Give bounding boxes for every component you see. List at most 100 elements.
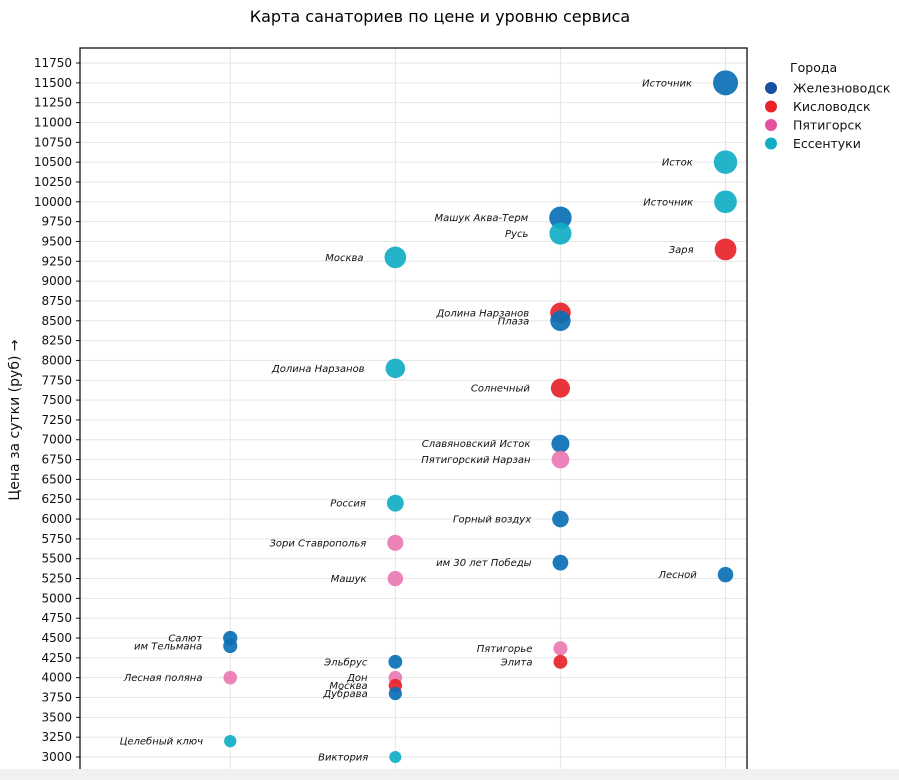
point-label: Лесной [657,570,697,581]
plot-frame [79,47,748,780]
legend-entry: Ессентуки [793,136,861,151]
data-point [387,534,404,551]
chart-title: Карта санаториев по цене и уровню сервис… [250,7,630,26]
point-label: Москва [325,253,363,264]
data-point [550,378,570,398]
y-tick-label: 11000 [34,115,72,129]
y-tick-label: 8750 [41,294,72,308]
point-label: Русь [505,229,528,240]
point-label: Лесная поляна [123,673,203,684]
legend-entry: Железноводск [793,81,891,96]
point-label: Зори Ставрополья [269,538,366,549]
y-tick-label: 10500 [34,155,72,169]
y-tick-label: 6750 [41,453,72,467]
y-tick-label: 7250 [41,413,72,427]
point-label: Солнечный [471,384,531,395]
y-tick-label: 10000 [34,195,72,209]
data-point [551,450,570,469]
y-tick-label: 3000 [41,750,72,764]
point-label: Москва [329,681,367,692]
data-point [223,638,238,654]
legend: Города Железноводск Кисловодск Пятигорск Ес… [765,60,891,151]
data-point [385,358,406,379]
data-point [553,654,568,669]
y-tick-label: 11500 [34,76,72,90]
point-label: Россия [330,499,366,510]
y-tick-label: 11750 [34,56,72,70]
data-point [552,510,569,528]
point-label: Горный воздух [453,515,531,526]
legend-title: Города [790,60,837,75]
data-point [549,222,572,245]
point-label: Долина Нарзанов [271,364,365,375]
data-point [550,310,571,331]
point-label: Славяновский Исток [422,439,531,450]
y-tick-label: 9250 [41,254,72,268]
y-tick-label: 4750 [41,611,72,625]
legend-entry: Пятигорск [793,118,862,133]
point-label: Заря [669,245,694,256]
y-tick-label: 6500 [41,472,72,486]
y-tick-label: 11250 [34,96,72,110]
y-tick-label: 5000 [41,591,72,605]
y-axis-label: Цена за сутки (руб) → [7,339,23,500]
y-tick-label: 6250 [41,492,72,506]
data-point [386,494,404,512]
data-point [388,654,403,669]
data-point [387,570,404,587]
data-point [389,751,402,763]
point-label: Виктория [318,753,368,764]
y-tick-label: 9750 [41,215,72,229]
y-tick-label: 8500 [41,314,72,328]
point-label: Источник [643,197,693,208]
data-point [713,70,739,96]
legend-marker [765,137,777,150]
y-tick-label: 7500 [41,393,72,407]
y-tick-label: 5250 [41,572,72,586]
point-label: Целебный ключ [120,736,204,748]
data-point [223,670,238,685]
y-tick-label: 7750 [41,373,72,387]
data-point [553,641,568,656]
point-label: Долина Нарзанов [435,308,529,319]
y-tick-label: 10250 [34,175,72,189]
y-tick-label: 7000 [41,433,72,447]
y-tick-label: 9000 [41,274,72,288]
point-label: Источник [642,78,692,89]
data-point [713,150,738,174]
data-point [388,686,402,701]
data-point [714,238,737,261]
data-point [224,734,237,748]
grid [80,48,747,780]
point-label: Пятигорский Нарзан [421,455,531,466]
bottom-bar [0,769,899,780]
data-point [549,206,572,229]
y-tick-label: 8000 [41,353,72,367]
legend-marker [765,119,777,131]
y-tick-label: 10750 [34,135,72,149]
point-label: Исток [662,158,693,169]
y-tick-label: 4250 [41,651,72,665]
data-point [714,190,737,214]
y-tick-label: 3500 [41,710,72,724]
y-tick-label: 9500 [41,234,72,248]
point-label: Пятигорье [477,644,533,655]
data-point [717,566,734,583]
point-label: им Тельмана [134,641,202,652]
y-tick-label: 3250 [41,730,72,744]
point-label: Плаза [498,316,529,327]
legend-entry: Кисловодск [793,99,871,114]
y-tick-label: 4500 [41,631,72,645]
legend-marker [765,100,777,113]
y-tick-label: 5500 [41,552,72,566]
y-tick-label: 6000 [41,512,72,526]
point-label: Машук [331,574,367,585]
data-point [551,434,570,453]
data-point [384,246,407,269]
y-tick-label: 5750 [41,532,72,546]
point-label: им 30 лет Победы [436,557,532,569]
y-tick-label: 4000 [41,671,72,685]
legend-marker [765,82,777,94]
